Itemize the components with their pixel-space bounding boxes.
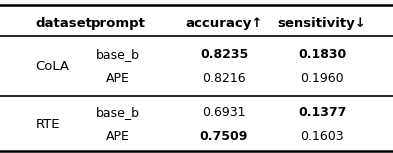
Text: 0.6931: 0.6931 — [202, 106, 246, 119]
Text: CoLA: CoLA — [35, 60, 70, 73]
Text: base_b: base_b — [96, 106, 140, 119]
Text: 0.1960: 0.1960 — [300, 72, 344, 85]
Text: 0.8216: 0.8216 — [202, 72, 246, 85]
Text: sensitivity↓: sensitivity↓ — [278, 17, 367, 30]
Text: APE: APE — [106, 131, 130, 143]
Text: accuracy↑: accuracy↑ — [185, 17, 263, 30]
Text: RTE: RTE — [35, 118, 60, 131]
Text: 0.1830: 0.1830 — [298, 48, 346, 61]
Text: 0.7509: 0.7509 — [200, 131, 248, 143]
Text: dataset: dataset — [35, 17, 92, 30]
Text: 0.1603: 0.1603 — [300, 131, 344, 143]
Text: 0.8235: 0.8235 — [200, 48, 248, 61]
Text: APE: APE — [106, 72, 130, 85]
Text: base_b: base_b — [96, 48, 140, 61]
Text: prompt: prompt — [90, 17, 145, 30]
Text: 0.1377: 0.1377 — [298, 106, 347, 119]
